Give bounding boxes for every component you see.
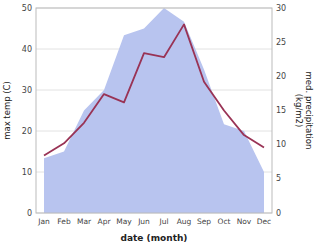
y2-axis-label-line: (kg/m2) (295, 94, 305, 128)
precip-area (44, 8, 264, 213)
x-tick-label: May (116, 217, 132, 226)
y2-tick-label: 30 (276, 4, 286, 13)
y2-tick-label: 10 (276, 140, 286, 149)
temp-line (44, 24, 264, 155)
plot-area (44, 8, 264, 213)
y-tick-label: 30 (22, 86, 32, 95)
x-tick-label: Nov (237, 217, 252, 226)
y-tick-label: 10 (22, 168, 32, 177)
x-tick-label: Aug (177, 217, 192, 226)
grid (36, 8, 272, 213)
y2-tick-label: 15 (276, 106, 286, 115)
y2-tick-label: 20 (276, 72, 286, 81)
x-tick-label: Feb (57, 217, 71, 226)
y-tick-label: 40 (22, 45, 32, 54)
plot-frame (36, 8, 272, 213)
x-tick-label: Jun (137, 217, 150, 226)
x-axis-label: date (month) (121, 233, 188, 243)
y-tick-label: 0 (27, 209, 32, 218)
x-tick-label: Jul (158, 217, 168, 226)
y-tick-label: 50 (22, 4, 32, 13)
y-axis-label: max temp (C) (2, 81, 12, 140)
x-tick-label: Apr (98, 217, 112, 226)
y2-axis-label-line: med. precipitation (305, 72, 315, 150)
y-tick-label: 20 (22, 127, 32, 136)
y2-tick-label: 5 (276, 174, 281, 183)
x-tick-label: Jan (37, 217, 50, 226)
x-tick-label: Mar (77, 217, 92, 226)
chart: 0 10 20 30 40 50 0 5 10 15 20 25 30 Jan Feb Mar Apr May Ju… (0, 0, 318, 247)
x-tick-label: Sep (197, 217, 211, 226)
x-tick-label: Oct (218, 217, 231, 226)
y2-tick-label: 0 (276, 209, 281, 218)
y2-axis-label: med. precipitation(kg/m2) (295, 72, 315, 150)
y2-tick-label: 25 (276, 38, 286, 47)
x-tick-label: Dec (257, 217, 272, 226)
